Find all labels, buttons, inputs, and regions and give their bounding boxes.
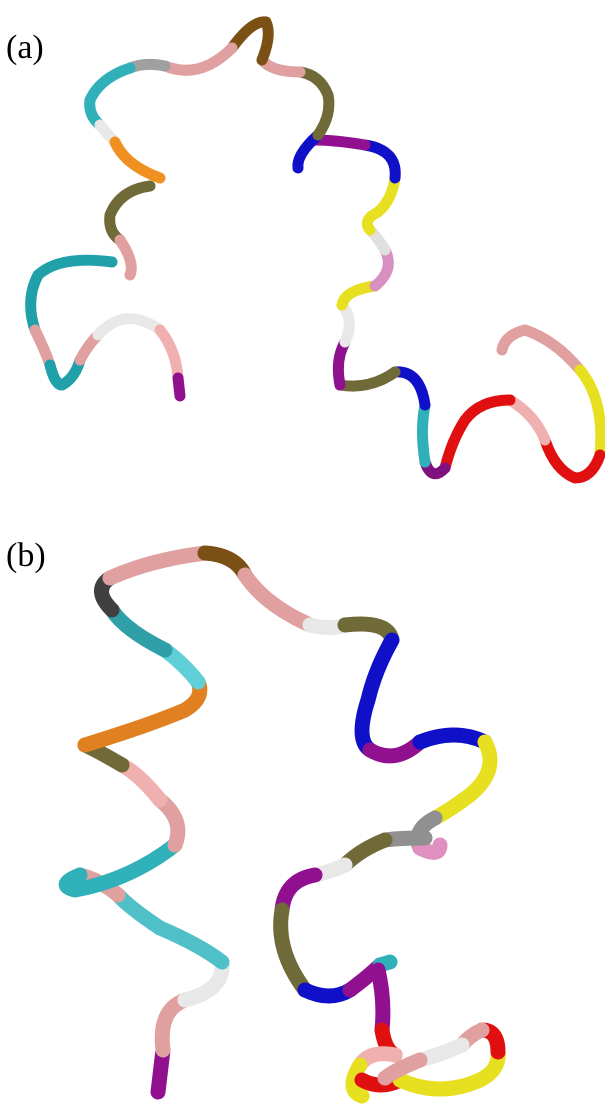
- tube-segment: [112, 610, 165, 650]
- tube-segment: [385, 1060, 420, 1078]
- tube-segment: [232, 22, 268, 60]
- tube-segment: [545, 440, 600, 478]
- tube-segment: [340, 372, 395, 386]
- panel-label: (b): [6, 537, 46, 574]
- tube-segment: [423, 405, 426, 462]
- tube-segment: [435, 742, 490, 818]
- tube-segment: [115, 142, 160, 178]
- tube-segment: [50, 360, 80, 385]
- tube-segment: [338, 342, 345, 385]
- tube-segment: [262, 60, 300, 72]
- tube-segment: [365, 145, 395, 178]
- tube-segment: [370, 742, 420, 756]
- tube-segment: [342, 286, 375, 305]
- tube-segment: [342, 305, 349, 342]
- panel-label: (a): [6, 29, 44, 66]
- tube-segment: [122, 765, 160, 800]
- tube-segment: [178, 378, 180, 396]
- tube-segment: [120, 240, 131, 275]
- tube-segment: [185, 962, 222, 1000]
- tube-segment: [85, 682, 200, 745]
- tube-segment: [98, 319, 160, 335]
- tube-segment: [162, 1000, 185, 1050]
- tube-segment: [245, 575, 310, 625]
- tube-segment: [281, 910, 305, 990]
- protein-tube-a: [31, 22, 601, 478]
- tube-segment: [525, 330, 580, 370]
- tube-segment: [420, 845, 440, 852]
- tube-segment: [378, 970, 383, 1030]
- tube-segment: [375, 250, 388, 286]
- tube-segment: [298, 135, 318, 168]
- tube-segment: [31, 260, 112, 330]
- tube-segment: [395, 372, 425, 405]
- tube-segment: [66, 845, 175, 890]
- figure: (a) (b): [0, 0, 605, 1106]
- page: (a) (b): [0, 0, 605, 1106]
- protein-tube-b: [66, 553, 498, 1096]
- tube-segment: [300, 72, 329, 135]
- tube-segment: [445, 400, 510, 468]
- tube-segment: [118, 895, 222, 962]
- tube-segment: [420, 735, 485, 742]
- tube-segment: [35, 330, 50, 365]
- tube-segment: [90, 68, 130, 125]
- tube-segment: [510, 400, 545, 440]
- tube-segment: [165, 48, 232, 70]
- tube-segment: [315, 140, 365, 145]
- tube-segment: [580, 370, 601, 455]
- tube-segment: [160, 330, 178, 378]
- tube-segment: [110, 553, 205, 578]
- tube-segment: [362, 640, 392, 750]
- tube-segment: [110, 186, 150, 240]
- tube-segment: [367, 178, 395, 230]
